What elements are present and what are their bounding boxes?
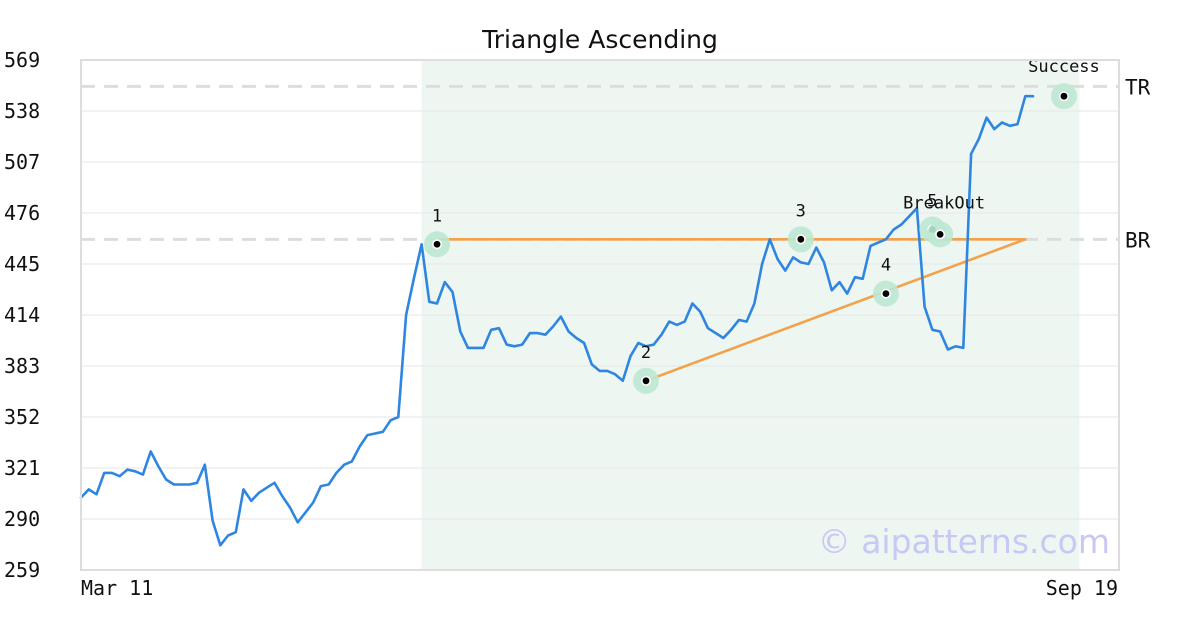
y-axis: 569 538 507 476 445 414 383 352 321 290 259 — [4, 48, 40, 582]
y-tick-label: 445 — [4, 252, 40, 276]
marker-dot — [642, 377, 650, 385]
reference-label: BR — [1125, 228, 1151, 252]
y-tick-label: 569 — [4, 48, 40, 72]
y-tick-label: 507 — [4, 150, 40, 174]
price-line — [79, 94, 1035, 547]
chart-title: Triangle Ascending — [481, 25, 718, 54]
y-tick-label: 290 — [4, 507, 40, 531]
pattern-point-label: Success — [1028, 57, 1100, 77]
marker-dot — [797, 235, 805, 243]
pattern-point-label: BreakOut — [903, 193, 985, 213]
pattern-point-label: 5 — [927, 191, 937, 211]
x-tick-label: Sep 19 — [1046, 576, 1118, 600]
y-tick-label: 538 — [4, 99, 40, 123]
pattern-point-label: 3 — [796, 201, 806, 221]
trendline — [644, 238, 1027, 383]
y-tick-label: 352 — [4, 405, 40, 429]
marker-dot — [882, 290, 890, 298]
marker-dot — [936, 230, 944, 238]
marker-dot — [1060, 92, 1068, 100]
x-tick-label: Mar 11 — [81, 576, 153, 600]
y-tick-label: 259 — [4, 558, 40, 582]
x-axis: Mar 11 Sep 19 — [81, 576, 1118, 600]
y-tick-label: 476 — [4, 201, 40, 225]
pattern-point-label: 1 — [432, 206, 442, 226]
pattern-point-label: 4 — [881, 256, 891, 276]
watermark: © aipatterns.com — [818, 522, 1110, 561]
marker-dot — [433, 240, 441, 248]
pattern-point-label: 2 — [641, 343, 651, 363]
reference-label: TR — [1125, 75, 1151, 99]
plot-frame — [80, 59, 1120, 571]
y-tick-label: 383 — [4, 354, 40, 378]
y-tick-label: 321 — [4, 456, 40, 480]
y-tick-label: 414 — [4, 303, 40, 327]
